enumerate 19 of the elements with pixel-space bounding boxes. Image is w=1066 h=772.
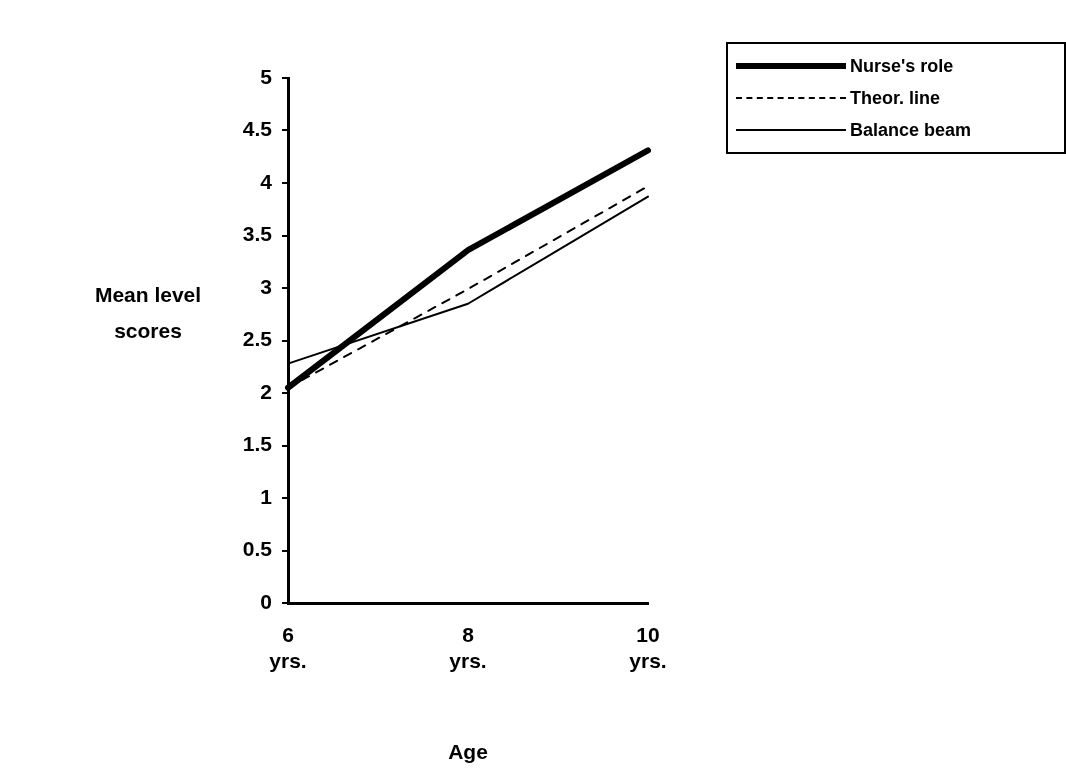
text: Theor. line	[850, 87, 941, 109]
y-tick-label: 1	[260, 484, 273, 508]
y-axis-title: Mean level scores	[94, 283, 202, 343]
text: Balance beam	[850, 119, 972, 141]
y-tick-label: 2	[260, 379, 272, 403]
y-tick-label: 0	[260, 589, 272, 613]
x-tick-label: 10 yrs.	[629, 623, 667, 672]
y-tick-label: 5	[260, 64, 273, 88]
y-tick-label: 3.5	[242, 222, 273, 246]
x-axis-title: Age	[448, 739, 488, 763]
y-tick-label: 4.5	[242, 117, 273, 141]
y-tick-label: 2.5	[242, 327, 273, 351]
y-tick-label: 3	[260, 274, 272, 298]
y-tick-label: 4	[260, 169, 273, 193]
x-tick-label: 6 yrs.	[269, 623, 307, 672]
text: Nurse's role	[850, 55, 954, 77]
x-tick-label: 8 yrs.	[449, 623, 487, 672]
y-tick-label: 0.5	[242, 537, 273, 561]
y-tick-label: 1.5	[242, 432, 273, 456]
